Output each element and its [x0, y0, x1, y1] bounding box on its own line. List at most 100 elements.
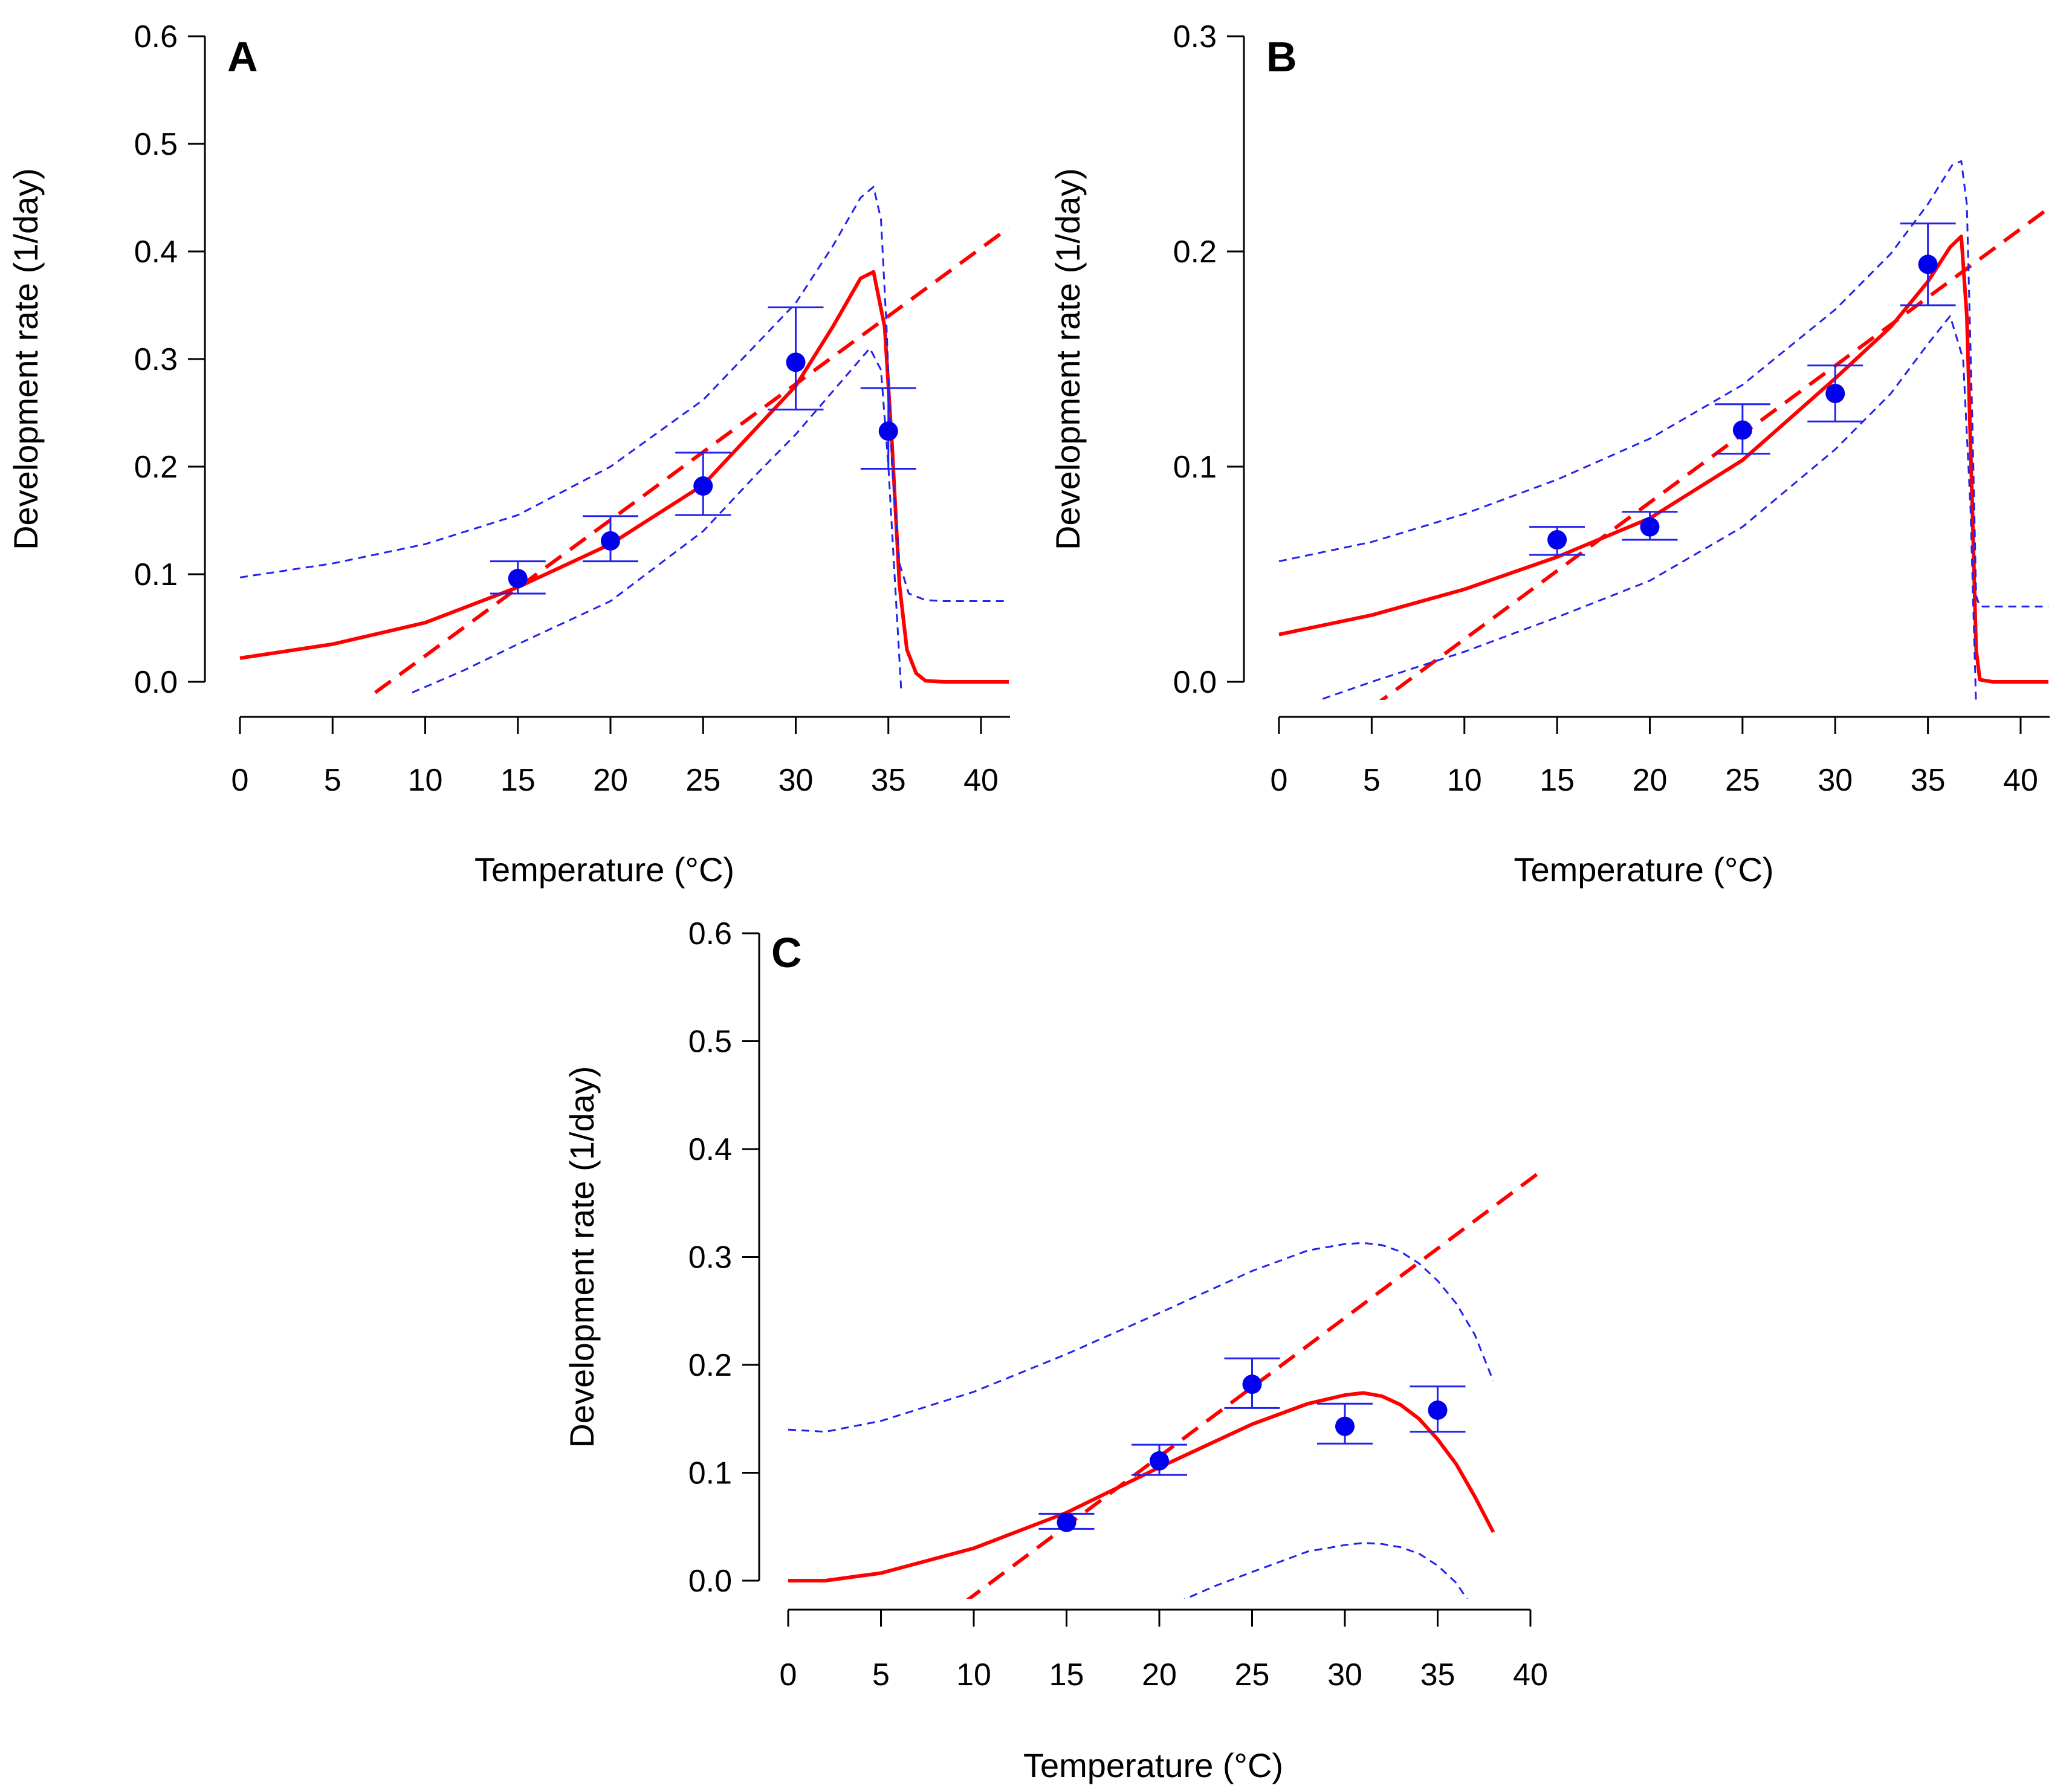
panel-c-y-tick-label: 0.3	[688, 1240, 732, 1275]
panel-b-linear-fit	[1379, 207, 2050, 700]
panel-a-x-tick-label: 0	[231, 763, 249, 798]
panel-b-point-marker	[1918, 254, 1938, 274]
panel-c-x-ticks: 0 5 10 15 20 25 30 35 40	[780, 1610, 1548, 1692]
panel-c-y-tick-label: 0.0	[688, 1564, 732, 1599]
panel-c-x-tick-label: 40	[1513, 1657, 1548, 1692]
panel-c-data-point	[1038, 1512, 1095, 1532]
panel-c-y-tick-label: 0.2	[688, 1348, 732, 1383]
panel-b-data-point	[1529, 526, 1585, 556]
panel-b-nonlinear-fit	[1278, 235, 2048, 684]
panel-c-x-tick-label: 35	[1420, 1657, 1455, 1692]
panel-c-x-tick-label: 20	[1142, 1657, 1177, 1692]
panel-b-point-marker	[1547, 530, 1567, 550]
panel-a-x-tick-label: 30	[779, 763, 814, 798]
panel-c-y-tick-label: 0.6	[688, 916, 732, 951]
panel-b-y-ticks: 0.0 0.1 0.2 0.3	[1173, 19, 1244, 700]
panel-c-nonlinear-fit	[788, 1391, 1495, 1582]
panel-a-point-marker	[508, 569, 528, 589]
panel-b-x-tick-label: 5	[1363, 763, 1381, 798]
panel-c-x-tick-label: 30	[1327, 1657, 1362, 1692]
panel-c: 0.0 0.1 0.2 0.3 0.4 0.5 0.6 0 5 10 15 20 25 30 35 40 C…	[563, 916, 1548, 1784]
panel-b-y-tick-label: 0.2	[1173, 235, 1217, 270]
panel-a-lower-confidence-band	[412, 347, 902, 694]
panel-a-x-tick-label: 40	[963, 763, 999, 798]
panel-b-points	[1529, 222, 1956, 556]
panel-c-points	[1038, 1357, 1466, 1532]
panel-a-point-marker	[786, 352, 806, 372]
panel-a-data-point	[583, 515, 638, 563]
panel-a-x-tick-label: 25	[685, 763, 720, 798]
panel-a-x-tick-label: 5	[324, 763, 342, 798]
panel-b-x-tick-label: 15	[1539, 763, 1575, 798]
panel-c-y-tick-label: 0.5	[688, 1025, 732, 1060]
panel-a-x-ticks: 0 5 10 15 20 25 30 35 40	[231, 717, 999, 798]
panel-a-point-marker	[601, 531, 620, 551]
panel-b: 0.0 0.1 0.2 0.3 0 5 10 15 20 25 30 35 40 B Temperat…	[1049, 19, 2050, 889]
panel-c-upper-confidence-band	[788, 1242, 1494, 1433]
panel-b-point-marker	[1825, 383, 1845, 403]
panel-a-x-tick-label: 35	[871, 763, 906, 798]
panel-a-x-tick-label: 10	[408, 763, 443, 798]
panel-c-data-point	[1317, 1402, 1373, 1445]
panel-c-x-axis-title: Temperature (°C)	[1023, 1746, 1283, 1784]
panel-a-point-marker	[693, 476, 713, 496]
panel-c-x-tick-label: 15	[1049, 1657, 1084, 1692]
panel-b-y-tick-label: 0.3	[1173, 19, 1217, 54]
panel-b-x-tick-label: 40	[2003, 763, 2038, 798]
panel-b-upper-confidence-band	[1278, 160, 2048, 607]
panel-a-y-tick-label: 0.0	[134, 665, 178, 700]
panel-a-points	[490, 306, 916, 595]
panel-c-point-marker	[1150, 1451, 1169, 1471]
panel-b-data-point	[1622, 511, 1678, 541]
panel-b-data-point	[1900, 222, 1956, 306]
panel-a-series	[239, 186, 1010, 695]
panel-c-label: C	[771, 929, 802, 976]
panel-a-y-tick-label: 0.1	[134, 557, 178, 592]
panel-a-upper-confidence-band	[239, 186, 1009, 602]
panel-a-y-tick-label: 0.6	[134, 19, 178, 54]
panel-c-x-tick-label: 10	[956, 1657, 991, 1692]
panel-c-x-tick-label: 5	[872, 1657, 890, 1692]
panel-a: 0.0 0.1 0.2 0.3 0.4 0.5 0.6 0 5 10 15 20 25 30 35 40 A…	[7, 19, 1010, 889]
panel-a-label: A	[227, 33, 258, 80]
panel-a-x-tick-label: 15	[500, 763, 536, 798]
panel-a-linear-fit	[374, 226, 1010, 695]
panel-c-lower-confidence-band	[1183, 1542, 1468, 1599]
panel-b-point-marker	[1732, 420, 1752, 440]
panel-c-y-axis-title: Development rate (1/day)	[563, 1066, 601, 1448]
panel-a-x-axis-title: Temperature (°C)	[474, 850, 734, 889]
panel-a-data-point	[490, 560, 546, 595]
panel-a-y-tick-label: 0.3	[134, 342, 178, 377]
panel-c-point-marker	[1428, 1400, 1448, 1420]
panel-b-label: B	[1266, 33, 1297, 80]
panel-a-y-tick-label: 0.5	[134, 127, 178, 162]
panel-c-point-marker	[1335, 1416, 1355, 1436]
panel-b-y-tick-label: 0.1	[1173, 450, 1217, 485]
panel-c-y-tick-label: 0.4	[688, 1132, 732, 1167]
panel-b-lower-confidence-band	[1316, 315, 1977, 700]
panel-a-y-ticks: 0.0 0.1 0.2 0.3 0.4 0.5 0.6	[134, 19, 205, 700]
panel-b-x-ticks: 0 5 10 15 20 25 30 35 40	[1271, 717, 2038, 798]
panel-b-x-tick-label: 10	[1447, 763, 1482, 798]
panel-b-point-marker	[1640, 517, 1660, 537]
panel-a-y-axis-title: Development rate (1/day)	[7, 168, 45, 550]
panel-c-y-tick-label: 0.1	[688, 1456, 732, 1491]
panel-c-data-point	[1132, 1443, 1187, 1476]
panel-a-point-marker	[878, 421, 898, 441]
panel-c-data-point	[1410, 1385, 1466, 1433]
panel-c-y-ticks: 0.0 0.1 0.2 0.3 0.4 0.5 0.6	[688, 916, 759, 1599]
panel-c-point-marker	[1242, 1375, 1262, 1394]
panel-a-data-point	[675, 452, 731, 516]
panel-b-x-axis-title: Temperature (°C)	[1514, 850, 1773, 889]
panel-b-y-tick-label: 0.0	[1173, 665, 1217, 700]
panel-c-x-tick-label: 25	[1235, 1657, 1270, 1692]
panel-c-data-point	[1224, 1357, 1280, 1409]
panel-c-point-marker	[1057, 1512, 1076, 1532]
panel-b-y-axis-title: Development rate (1/day)	[1049, 168, 1087, 550]
panel-b-x-tick-label: 25	[1725, 763, 1760, 798]
panel-c-series	[788, 1167, 1544, 1599]
panel-a-y-tick-label: 0.2	[134, 450, 178, 485]
panel-b-series	[1278, 160, 2050, 700]
panel-b-x-tick-label: 30	[1818, 763, 1853, 798]
